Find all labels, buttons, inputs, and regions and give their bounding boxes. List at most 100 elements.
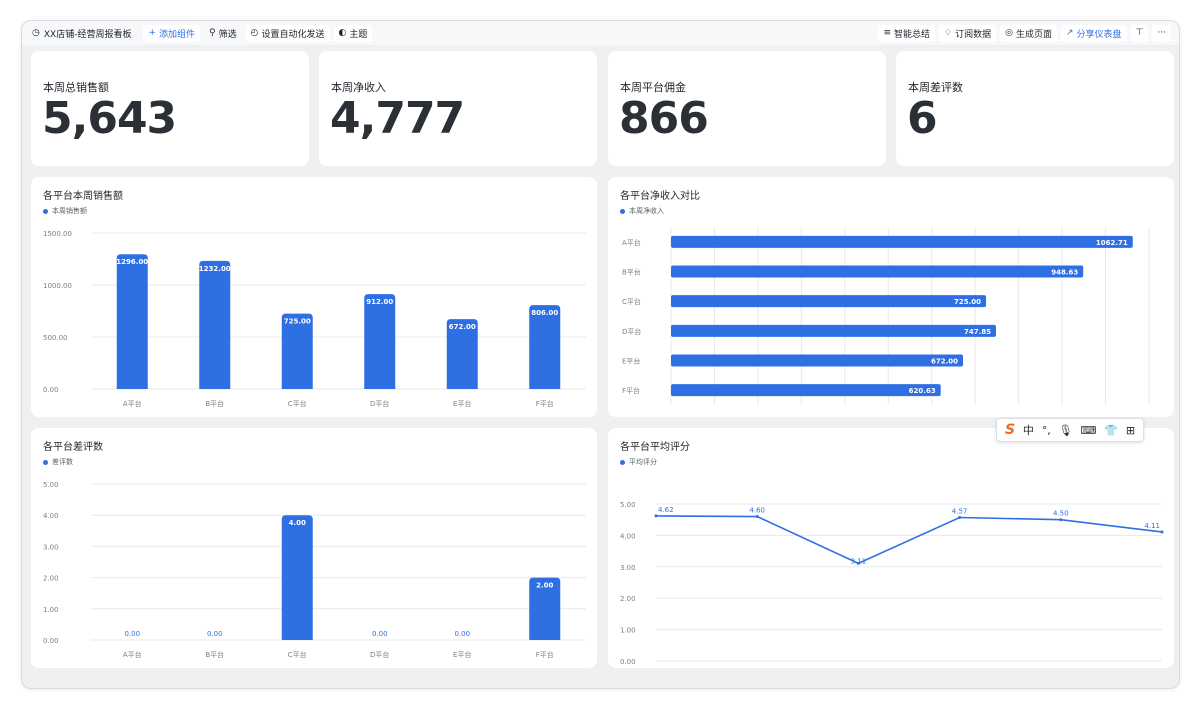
more-button[interactable]: ···	[1152, 24, 1171, 42]
chart-legend[interactable]: 本周净收入	[620, 206, 664, 216]
data-label: 0.00	[207, 630, 223, 638]
data-label: 3.11	[851, 557, 867, 565]
bar	[199, 260, 231, 389]
legend-dot-icon	[43, 208, 48, 214]
present-icon: ⊤	[1135, 27, 1144, 38]
share-icon: ↗	[1066, 27, 1074, 38]
bar	[116, 254, 148, 389]
more-icon: ···	[1157, 28, 1166, 38]
y-tick-label: 5.00	[620, 501, 636, 509]
legend-dot-icon	[620, 208, 625, 214]
chart-legend[interactable]: 差评数	[43, 457, 73, 467]
legend-label: 平均评分	[629, 458, 657, 466]
chart-legend[interactable]: 本周销售额	[43, 206, 87, 216]
chart-legend[interactable]: 平均评分	[620, 457, 657, 467]
kpi-label: 本周总销售额	[43, 81, 109, 94]
filter-label: 筛选	[218, 29, 237, 40]
smart-summary-label: 智能总结	[894, 29, 931, 40]
subscribe-button[interactable]: ♢ 订阅数据	[939, 24, 997, 42]
chart-net-income-svg: 0.00100.00200.00300.00400.00500.00600.00…	[622, 227, 1150, 405]
chart-title: 各平台本周销售额	[43, 191, 123, 202]
chart-bad-reviews-svg: 0.00 1.00 2.00 3.00 4.00 5.00 0.00 A平台 0.00 B平台 4.…	[43, 481, 586, 659]
y-tick-label: 0.00	[43, 386, 59, 394]
data-label: 4.50	[1053, 510, 1069, 518]
data-label: 912.00	[366, 298, 393, 306]
bar	[671, 265, 1084, 278]
kpi-value: 866	[619, 93, 709, 144]
kpi-card-bad-reviews[interactable]: 本周差评数 6	[896, 51, 1174, 166]
legend-label: 本周销售额	[52, 207, 87, 215]
page-icon: ◎	[1005, 27, 1013, 38]
x-tick-label: C平台	[288, 399, 307, 408]
chart-card-sales[interactable]: 各平台本周销售额 本周销售额 0.00 500.00 1000.00 1500.00 1…	[31, 177, 597, 417]
bar	[364, 294, 396, 389]
generate-page-label: 生成页面	[1015, 29, 1052, 40]
x-tick-label: B平台	[205, 399, 224, 408]
ime-toolbar[interactable]: S 中 °, 🎙 ⌨ 👕 ⊞	[996, 418, 1144, 442]
bar	[671, 295, 987, 308]
ime-logo-icon[interactable]: S	[1004, 422, 1016, 438]
y-tick-label: F平台	[622, 386, 640, 395]
bar	[446, 319, 478, 389]
palette-icon: ◐	[338, 27, 347, 38]
kpi-card-net-income[interactable]: 本周净收入 4,777	[319, 51, 597, 166]
y-tick-label: 3.00	[43, 543, 59, 551]
y-tick-label: 4.00	[620, 532, 636, 540]
add-component-label: 添加组件	[159, 29, 196, 40]
ime-keyboard-icon[interactable]: ⌨	[1080, 423, 1097, 437]
ime-mic-icon[interactable]: 🎙	[1058, 423, 1073, 437]
data-label: 672.00	[931, 358, 958, 366]
present-button[interactable]: ⊤	[1130, 24, 1149, 42]
add-component-button[interactable]: + 添加组件	[143, 24, 201, 42]
filter-button[interactable]: ⚲ 筛选	[204, 25, 242, 42]
x-tick-label: B平台	[205, 650, 224, 659]
kpi-value: 6	[907, 93, 938, 144]
y-tick-label: 0.00	[43, 637, 59, 645]
y-tick-label: 4.00	[43, 512, 59, 520]
y-tick-label: 1.00	[43, 606, 59, 614]
y-tick-label: 3.00	[620, 564, 636, 572]
x-tick-label: D平台	[370, 399, 389, 408]
auto-send-button[interactable]: ◴ 设置自动化发送	[245, 24, 330, 42]
generate-page-button[interactable]: ◎ 生成页面	[1000, 24, 1057, 42]
data-label: 4.00	[289, 519, 306, 527]
chart-card-net-income[interactable]: 各平台净收入对比 本周净收入 0.00100.00200.00300.00400…	[608, 177, 1174, 417]
dashboard-window: ◷ XX店铺-经营周报看板 + 添加组件 ⚲ 筛选 ◴ 设置自动化发送 ◐ 主题…	[21, 20, 1180, 689]
legend-label: 差评数	[52, 458, 73, 466]
y-tick-label: 500.00	[43, 334, 68, 342]
data-point	[755, 515, 759, 519]
y-tick-label: 2.00	[43, 575, 59, 583]
x-tick-label: F平台	[536, 650, 554, 659]
bar	[671, 354, 964, 367]
bell-icon: ♢	[944, 27, 953, 38]
theme-button[interactable]: ◐ 主题	[333, 24, 373, 42]
y-tick-label: 1000.00	[43, 282, 72, 290]
share-button[interactable]: ↗ 分享仪表盘	[1061, 24, 1127, 42]
x-tick-label: F平台	[536, 399, 554, 408]
bar	[671, 235, 1133, 248]
legend-label: 本周净收入	[629, 207, 664, 215]
dashboard-title: XX店铺-经营周报看板	[43, 29, 132, 40]
bar	[281, 515, 313, 640]
ime-grid-icon[interactable]: ⊞	[1125, 423, 1136, 437]
bar	[281, 313, 313, 389]
chart-sales-svg: 0.00 500.00 1000.00 1500.00 1296.00 A平台 1232.0…	[43, 230, 586, 408]
bar	[529, 577, 561, 640]
chart-avg-rating-svg: 0.001.002.003.004.005.004.62A平台4.60B平台3.…	[620, 501, 1164, 666]
y-tick-label: A平台	[622, 238, 641, 247]
chart-card-avg-rating[interactable]: 各平台平均评分 平均评分 0.00 1.00 2.00 3.00 4.00 5.00 4.6…	[608, 428, 1174, 668]
ime-skin-icon[interactable]: 👕	[1104, 423, 1118, 437]
kpi-card-commission[interactable]: 本周平台佣金 866	[608, 51, 886, 166]
data-label: 1232.00	[199, 265, 231, 273]
kpi-card-total-sales[interactable]: 本周总销售额 5,643	[31, 51, 309, 166]
bar	[671, 384, 941, 397]
data-label: 4.60	[749, 507, 765, 515]
kpi-value: 4,777	[330, 93, 465, 144]
data-label: 4.62	[658, 506, 674, 514]
ime-lang-toggle[interactable]: 中	[1022, 424, 1034, 437]
ime-punctuation-icon[interactable]: °,	[1041, 423, 1051, 437]
y-tick-label: D平台	[622, 327, 641, 336]
chart-card-bad-reviews[interactable]: 各平台差评数 差评数 0.00 1.00 2.00 3.00 4.00 5.00 0.00 A…	[31, 428, 597, 668]
legend-dot-icon	[43, 459, 48, 465]
smart-summary-button[interactable]: ≡ 智能总结	[878, 24, 936, 42]
